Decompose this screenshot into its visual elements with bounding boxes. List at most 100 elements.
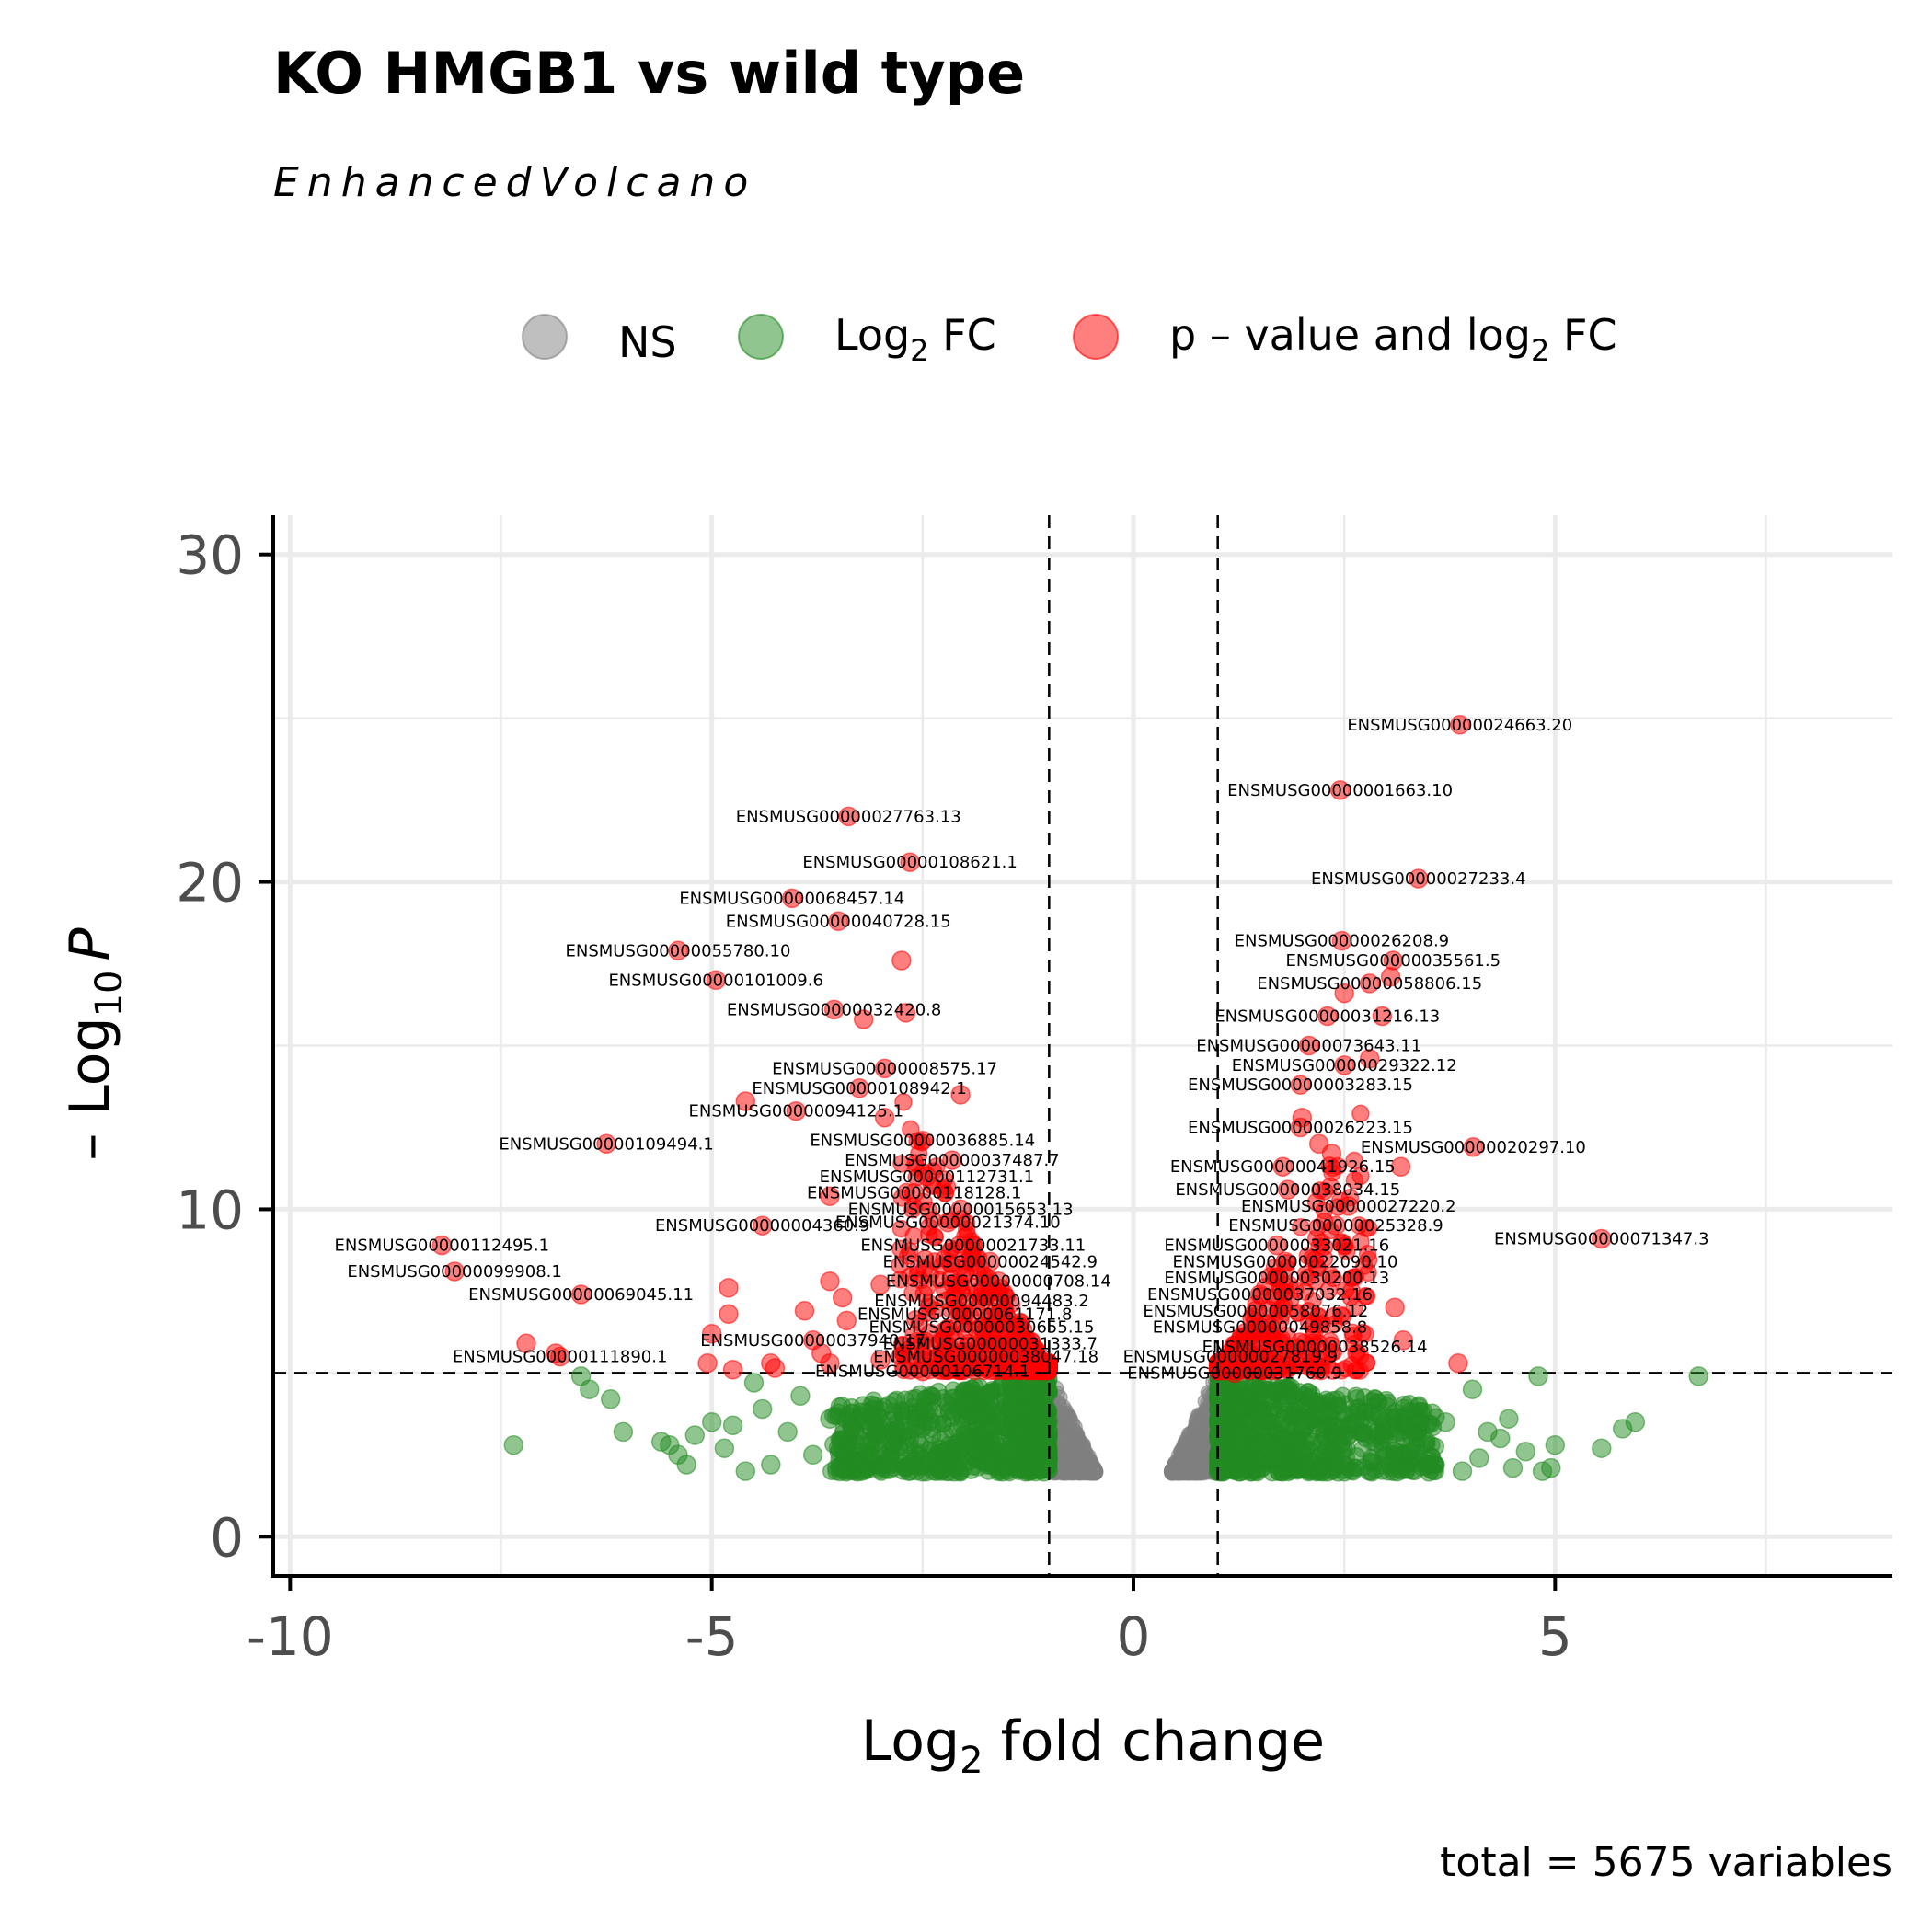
significant-point xyxy=(832,1287,853,1308)
significant-point xyxy=(719,1278,739,1298)
log2fc-point xyxy=(1545,1434,1566,1455)
log2fc-point xyxy=(1374,1418,1392,1436)
point-label: ENSMUSG00000035561.5 xyxy=(1286,951,1501,971)
log2fc-point xyxy=(684,1425,706,1445)
log2fc-point xyxy=(1323,1442,1341,1461)
y-tick-label: 10 xyxy=(176,1179,244,1241)
significant-point xyxy=(1385,1297,1405,1317)
point-label: ENSMUSG00000109494.1 xyxy=(499,1134,714,1154)
significant-point xyxy=(836,1310,857,1331)
y-axis-title: – Log10P xyxy=(58,927,131,1161)
log2fc-point xyxy=(1592,1438,1612,1458)
log2fc-point xyxy=(743,1373,765,1393)
log2fc-point xyxy=(978,1405,996,1423)
point-label: ENSMUSG00000071347.3 xyxy=(1494,1230,1709,1249)
legend: NS Log2 FC p – value and log2 FC xyxy=(522,310,1617,368)
log2fc-point xyxy=(915,1396,935,1414)
log2fc-point xyxy=(880,1455,900,1474)
log2fc-point xyxy=(975,1437,995,1456)
log2fc-point xyxy=(978,1456,997,1475)
log2fc-point xyxy=(908,1409,926,1428)
x-tick-label: 0 xyxy=(1117,1605,1151,1668)
log2fc-point xyxy=(613,1421,634,1443)
point-label: ENSMUSG00000031216.13 xyxy=(1214,1007,1440,1027)
log2fc-point xyxy=(761,1455,781,1475)
significant-point xyxy=(1351,1104,1370,1123)
point-label: ENSMUSG00000032420.8 xyxy=(727,1000,942,1019)
point-label: ENSMUSG00000027763.13 xyxy=(736,807,961,826)
log2fc-point xyxy=(1435,1411,1455,1432)
chart-title: KO HMGB1 vs wild type xyxy=(273,40,1025,107)
point-label: ENSMUSG00000068457.14 xyxy=(679,889,904,908)
log2fc-point xyxy=(982,1386,1000,1404)
point-label: ENSMUSG00000112495.1 xyxy=(335,1236,550,1256)
point-label: ENSMUSG00000003283.15 xyxy=(1188,1075,1413,1095)
point-label: ENSMUSG00000058806.15 xyxy=(1257,974,1482,994)
log2fc-point xyxy=(1502,1457,1524,1478)
log2fc-point xyxy=(824,1435,843,1454)
point-label: ENSMUSG00000108942.1 xyxy=(752,1079,967,1098)
ns-point xyxy=(1062,1424,1079,1441)
log2fc-point xyxy=(1366,1389,1385,1409)
log2fc-point xyxy=(1036,1410,1054,1430)
log2fc-point xyxy=(777,1421,798,1443)
ns-point xyxy=(1055,1465,1073,1481)
log2fc-point xyxy=(1416,1435,1435,1454)
background-point-cloud xyxy=(822,1093,1445,1482)
log2fc-point xyxy=(735,1461,756,1481)
point-label: ENSMUSG00000020297.10 xyxy=(1361,1138,1586,1157)
caption: total = 5675 variables xyxy=(1440,1839,1892,1886)
significant-point xyxy=(1448,1352,1468,1374)
log2fc-point xyxy=(752,1398,773,1420)
log2fc-point xyxy=(999,1442,1018,1461)
point-label: ENSMUSG00000027233.4 xyxy=(1311,869,1526,889)
y-tick-label: 20 xyxy=(176,852,244,914)
log2fc-point xyxy=(1541,1457,1561,1478)
log2fc-point xyxy=(888,1420,906,1438)
log2fc-point xyxy=(1452,1461,1473,1481)
significant-point xyxy=(1345,1171,1364,1190)
legend-key-Log2FC xyxy=(738,314,784,360)
ns-point xyxy=(1188,1465,1204,1481)
y-tick-label: 30 xyxy=(176,524,244,587)
legend-label-both: p – value and log2 FC xyxy=(1169,310,1617,368)
log2fc-point xyxy=(1264,1448,1282,1466)
point-label: ENSMUSG00000106714.1 xyxy=(815,1363,1030,1382)
log2fc-point xyxy=(1002,1405,1021,1424)
point-label: ENSMUSG00000099908.1 xyxy=(347,1262,562,1282)
chart-subtitle: EnhancedVolcano xyxy=(273,159,756,206)
log2fc-point xyxy=(820,1409,840,1429)
point-label: ENSMUSG00000029322.12 xyxy=(1232,1056,1457,1075)
log2fc-point xyxy=(1400,1443,1419,1461)
log2fc-point xyxy=(701,1411,722,1432)
log2fc-point xyxy=(926,1463,946,1481)
log2fc-point xyxy=(923,1419,941,1438)
log2fc-point xyxy=(845,1420,865,1440)
point-label: ENSMUSG00000027220.2 xyxy=(1241,1197,1456,1216)
log2fc-point xyxy=(600,1389,621,1409)
log2fc-point xyxy=(1285,1386,1304,1405)
log2fc-point xyxy=(1316,1407,1335,1426)
point-label: ENSMUSG00000073643.11 xyxy=(1196,1037,1421,1056)
legend-key-NS xyxy=(522,314,568,360)
point-label: ENSMUSG00000049858.8 xyxy=(1153,1318,1368,1338)
axes: -10 -5 0 5 0 10 20 30 xyxy=(176,515,1892,1668)
log2fc-point xyxy=(1253,1386,1272,1405)
significant-point xyxy=(719,1304,739,1325)
significant-point xyxy=(820,1271,840,1292)
legend-label-NS: NS xyxy=(618,317,677,367)
log2fc-point xyxy=(1490,1428,1511,1449)
point-label: ENSMUSG00000069045.11 xyxy=(468,1285,694,1305)
point-label: ENSMUSG00000024663.20 xyxy=(1347,716,1572,735)
log2fc-point xyxy=(838,1406,857,1424)
log2fc-point xyxy=(580,1379,600,1399)
point-label: ENSMUSG00000026208.9 xyxy=(1235,932,1450,951)
point-label: ENSMUSG00000024542.9 xyxy=(882,1252,1098,1271)
log2fc-point xyxy=(1308,1462,1328,1481)
log2fc-point xyxy=(1271,1378,1290,1397)
significant-point xyxy=(794,1301,815,1321)
log2fc-point xyxy=(1228,1429,1247,1448)
log2fc-point xyxy=(1009,1420,1029,1439)
log2fc-point xyxy=(1335,1404,1353,1422)
significant-point xyxy=(891,950,912,971)
